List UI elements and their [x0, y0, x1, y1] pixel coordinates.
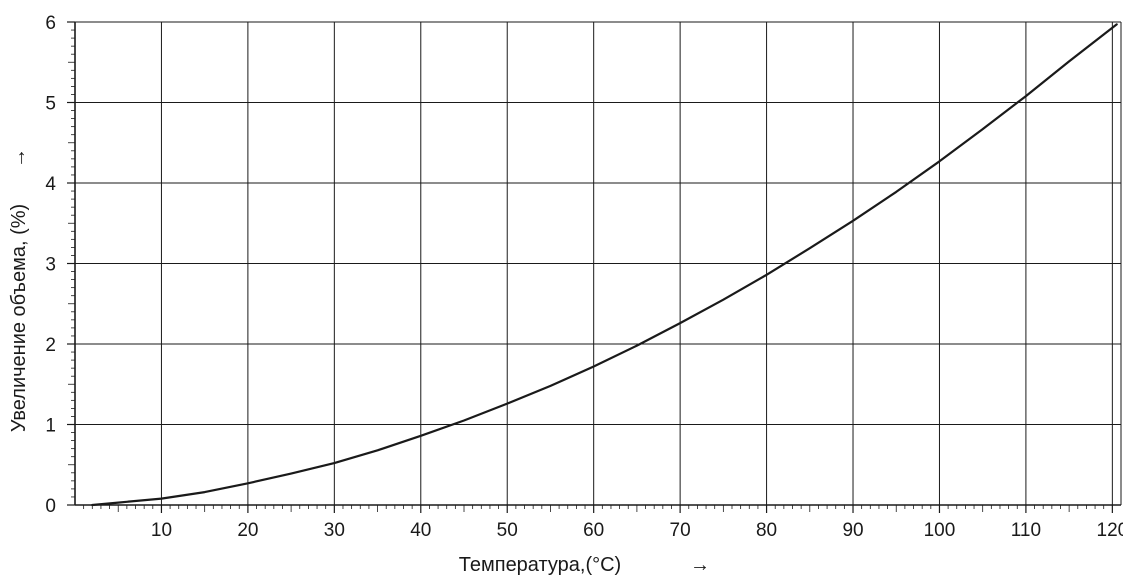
axis-titles: Температура,(°C) → Увеличение объема, (%…	[8, 148, 710, 576]
x-tick-label-80: 80	[756, 520, 777, 541]
series-layer	[91, 23, 1118, 507]
y-tick-label-6: 6	[45, 13, 56, 34]
x-tick-label-100: 100	[924, 520, 956, 541]
y-tick-label-4: 4	[45, 174, 56, 195]
y-tick-label-5: 5	[45, 94, 56, 115]
x-tick-label-120: 120	[1097, 520, 1123, 541]
y-tick-label-3: 3	[45, 255, 56, 276]
y-tick-label-2: 2	[45, 335, 56, 356]
x-axis-arrow-icon: →	[690, 554, 710, 576]
y-axis-arrow-icon: →	[8, 148, 30, 168]
x-axis-title: Температура,(°C)	[459, 554, 621, 576]
x-tick-label-30: 30	[324, 520, 345, 541]
x-tick-label-60: 60	[583, 520, 604, 541]
y-tick-label-0: 0	[45, 496, 56, 517]
x-tick-label-110: 110	[1011, 520, 1041, 541]
x-tick-label-50: 50	[497, 520, 518, 541]
y-axis-title: Увеличение объема, (%)	[8, 204, 30, 432]
series-line-0	[91, 23, 1118, 507]
x-tick-label-10: 10	[151, 520, 172, 541]
x-tick-label-90: 90	[842, 520, 863, 541]
x-tick-label-40: 40	[410, 520, 431, 541]
x-tick-label-70: 70	[670, 520, 691, 541]
axes	[67, 21, 1122, 513]
x-tick-label-20: 20	[237, 520, 258, 541]
gridlines	[75, 21, 1121, 505]
y-tick-label-1: 1	[45, 416, 56, 437]
tick-labels: 10 20 30 40 50 60 70 80 90 100 110 120 0 1 2 3 4 5 6	[45, 13, 1123, 541]
